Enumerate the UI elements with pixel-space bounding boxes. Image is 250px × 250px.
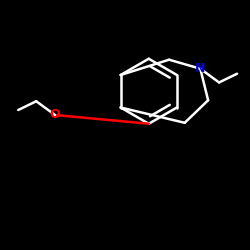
Text: O: O (50, 108, 60, 122)
Text: N: N (195, 62, 205, 75)
